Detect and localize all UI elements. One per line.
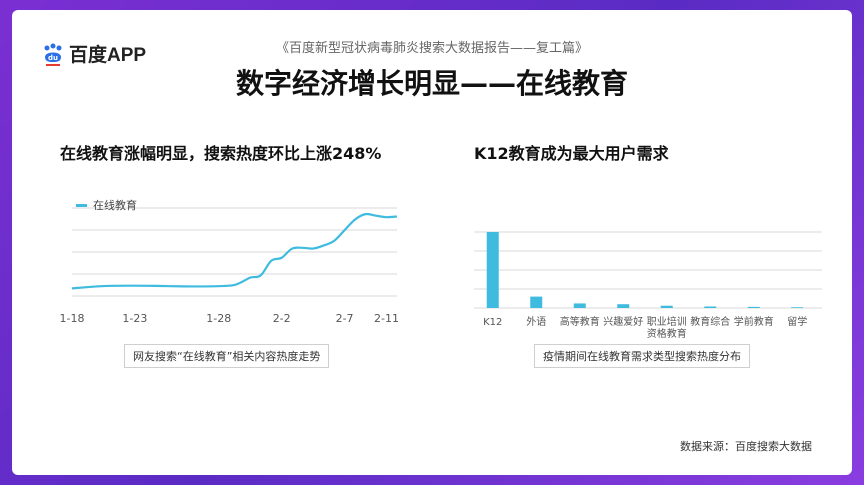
legend-swatch: [76, 204, 87, 207]
x-tick-label: 1-28: [206, 312, 231, 325]
bar-高等教育: [573, 303, 586, 308]
right-section-title: K12教育成为最大用户需求: [474, 144, 669, 163]
series-line-在线教育: [71, 212, 398, 290]
data-source: 数据来源：百度搜索大数据: [680, 440, 812, 453]
x-tick-label: 2-11: [374, 312, 399, 325]
bar-兴趣爱好: [617, 304, 630, 308]
report-subtitle: 《百度新型冠状病毒肺炎搜索大数据报告——复工篇》: [275, 41, 588, 56]
x-tick-label: 1-18: [60, 312, 85, 325]
x-tick-label: 资格教育: [647, 327, 687, 340]
x-tick-label: 高等教育: [560, 315, 600, 328]
bar-教育综合: [704, 306, 717, 308]
x-tick-label: 外语: [526, 316, 546, 328]
brand-logo: du 百度APP: [42, 40, 146, 67]
bar-职业培训资格教育: [660, 305, 673, 308]
bar-留学: [791, 307, 804, 308]
bar-外语: [530, 296, 543, 308]
x-tick-label: 留学: [787, 315, 807, 328]
report-card: du 百度APP 《百度新型冠状病毒肺炎搜索大数据报告——复工篇》 数字经济增长…: [12, 10, 852, 475]
line-chart: 在线教育 1-18 1-23 1-28 2-2 2-7 2-11: [60, 198, 399, 325]
x-tick-label: 职业培训: [647, 315, 687, 328]
bar-K12: [486, 232, 499, 308]
legend-label: 在线教育: [93, 198, 137, 212]
baidu-paw-icon: du: [42, 43, 64, 66]
left-chart-caption: 网友搜索“在线教育”相关内容热度走势: [124, 344, 330, 368]
x-tick-label: K12: [483, 317, 502, 328]
page-title: 数字经济增长明显——在线教育: [235, 67, 628, 100]
x-tick-label: 1-23: [122, 312, 147, 325]
bar-学前教育: [747, 306, 760, 308]
x-tick-label: 学前教育: [734, 315, 774, 328]
left-section-title: 在线教育涨幅明显，搜索热度环比上涨248%: [60, 144, 382, 163]
x-tick-label: 2-2: [273, 312, 291, 325]
x-tick-label: 2-7: [336, 312, 354, 325]
right-chart-caption: 疫情期间在线教育需求类型搜索热度分布: [534, 344, 750, 368]
x-tick-label: 教育综合: [690, 315, 730, 328]
svg-text:du: du: [48, 54, 58, 62]
logo-text: 百度APP: [69, 45, 147, 66]
x-tick-label: 兴趣爱好: [603, 315, 643, 328]
